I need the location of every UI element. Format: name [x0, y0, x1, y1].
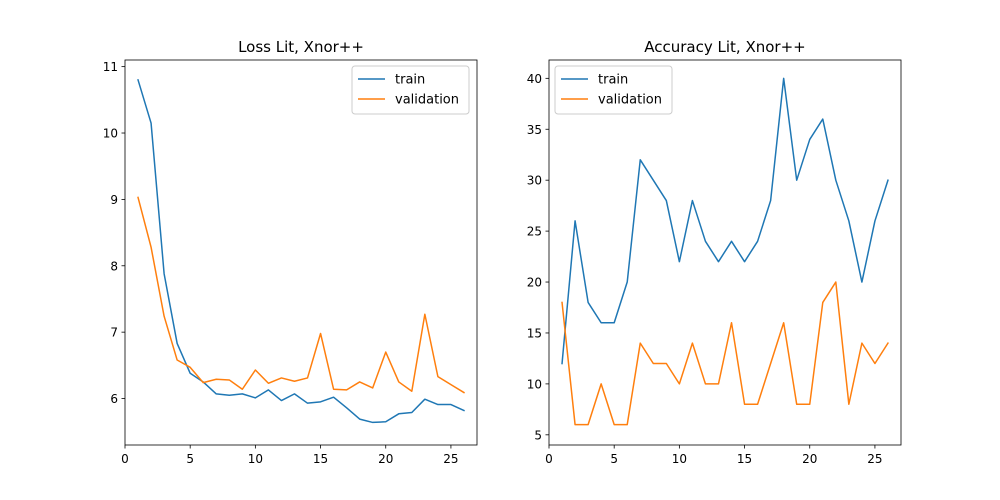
series-line-train: [137, 78, 465, 424]
y-tick-label: 6: [110, 392, 118, 406]
x-tick-label: 5: [186, 452, 194, 466]
y-tick-label: 30: [527, 174, 542, 188]
legend-label-validation: validation: [395, 93, 459, 108]
y-tick-label: 25: [527, 225, 542, 239]
series-line-validation: [561, 281, 889, 426]
loss-chart: Loss Lit, Xnor++ 0 5 10 15 20 25 6 7 8 9 10 11 train v…: [103, 38, 478, 466]
y-tick-label: 35: [527, 123, 542, 137]
chart-title: Accuracy Lit, Xnor++: [644, 38, 805, 56]
y-tick-label: 9: [110, 193, 118, 207]
y-tick-label: 7: [110, 326, 118, 340]
accuracy-chart: Accuracy Lit, Xnor++0 5 10 15 20 255101520253…: [527, 38, 902, 466]
series-line-validation: [137, 196, 465, 394]
x-tick-label: 20: [802, 452, 817, 466]
x-tick-label: 25: [443, 452, 458, 466]
x-tick-label: 25: [867, 452, 882, 466]
x-tick-label: 15: [313, 452, 328, 466]
y-tick-label: 40: [527, 72, 542, 86]
legend: train validation: [351, 65, 470, 115]
x-tick-label: 10: [248, 452, 263, 466]
x-tick-label: 5: [610, 452, 618, 466]
x-tick-label: 20: [378, 452, 393, 466]
x-tick-label: 0: [121, 452, 129, 466]
legend: train validation: [554, 65, 673, 115]
x-tick-label: 10: [672, 452, 687, 466]
y-tick-label: 10: [527, 377, 542, 391]
legend-frame: [554, 65, 673, 115]
y-tick-label: 15: [527, 326, 542, 340]
legend-frame: [351, 65, 470, 115]
y-tick-label: 10: [103, 127, 118, 141]
legend-label-validation: validation: [598, 93, 662, 108]
y-tick-label: 11: [103, 60, 118, 74]
series-line-train: [561, 77, 889, 365]
plot-area-frame: [124, 59, 478, 446]
x-tick-label: 15: [737, 452, 752, 466]
x-tick-label: 0: [545, 452, 553, 466]
y-tick-label: 8: [110, 259, 118, 273]
legend-label-train: train: [395, 73, 425, 88]
legend-label-train: train: [598, 73, 628, 88]
plot-area-frame: [548, 59, 902, 446]
y-tick-label: 20: [527, 276, 542, 290]
y-tick-label: 5: [534, 428, 542, 442]
chart-title: Loss Lit, Xnor++: [238, 38, 364, 56]
